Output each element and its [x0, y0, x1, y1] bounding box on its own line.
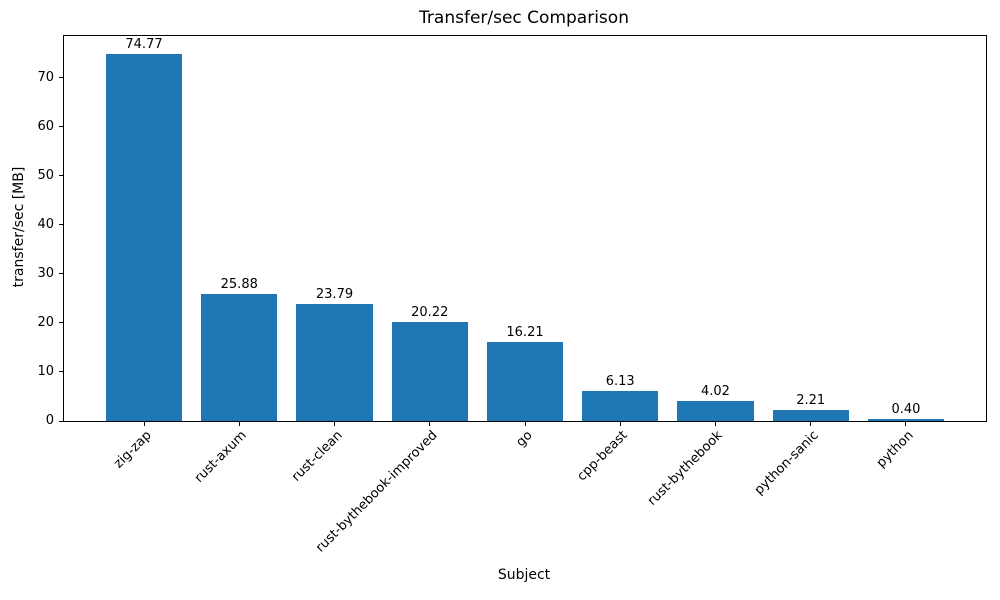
y-tick-mark [59, 175, 63, 177]
y-tick-label: 40 [37, 216, 54, 232]
bar-value-label: 23.79 [315, 287, 354, 303]
plot-area: 0 10 20 30 40 50 60 70 74.77 zig-zap 25.88 rust-axu… [37, 35, 987, 555]
x-tick-mark [810, 422, 812, 426]
x-tick-mark [619, 422, 621, 426]
bar-value-label: 2.21 [796, 393, 826, 409]
bar [296, 304, 373, 421]
x-tick-mark [905, 422, 907, 426]
bar [486, 341, 564, 421]
x-axis-label: Subject [497, 567, 551, 583]
bar-value-label: 4.02 [701, 384, 730, 400]
y-tick-mark [59, 371, 63, 373]
y-tick-mark [59, 126, 63, 128]
y-tick-mark [59, 77, 63, 79]
y-tick-label: 70 [37, 69, 54, 85]
y-tick-label: 50 [37, 167, 54, 183]
y-tick-label: 20 [37, 314, 54, 330]
bar [582, 390, 659, 421]
bar [391, 321, 468, 421]
y-tick-label: 30 [37, 265, 54, 281]
bar [867, 419, 945, 421]
y-tick-mark [59, 273, 63, 275]
y-tick-mark [59, 322, 63, 324]
x-tick-mark [334, 422, 335, 426]
x-tick-mark [238, 422, 240, 426]
y-tick-mark [59, 224, 63, 226]
bar-value-label: 20.22 [411, 304, 449, 320]
bar-value-label: 6.13 [605, 373, 635, 389]
bar-value-label: 16.21 [506, 324, 544, 340]
bar [201, 294, 278, 421]
bar [105, 54, 183, 421]
x-tick-mark [143, 422, 145, 426]
y-tick-label: 0 [45, 413, 54, 428]
x-tick-mark [714, 422, 716, 426]
chart-title: Transfer/sec Comparison [419, 8, 629, 28]
bar [772, 410, 849, 421]
y-tick-label: 60 [37, 118, 54, 134]
x-tick-mark [524, 422, 526, 426]
bar [677, 401, 754, 421]
y-tick-label: 10 [37, 363, 54, 379]
bar-value-label: 0.40 [891, 402, 921, 418]
bar-value-label: 74.77 [125, 37, 163, 53]
y-tick-mark [59, 420, 63, 422]
x-tick-mark [429, 422, 431, 426]
bar-value-label: 25.88 [220, 277, 258, 293]
